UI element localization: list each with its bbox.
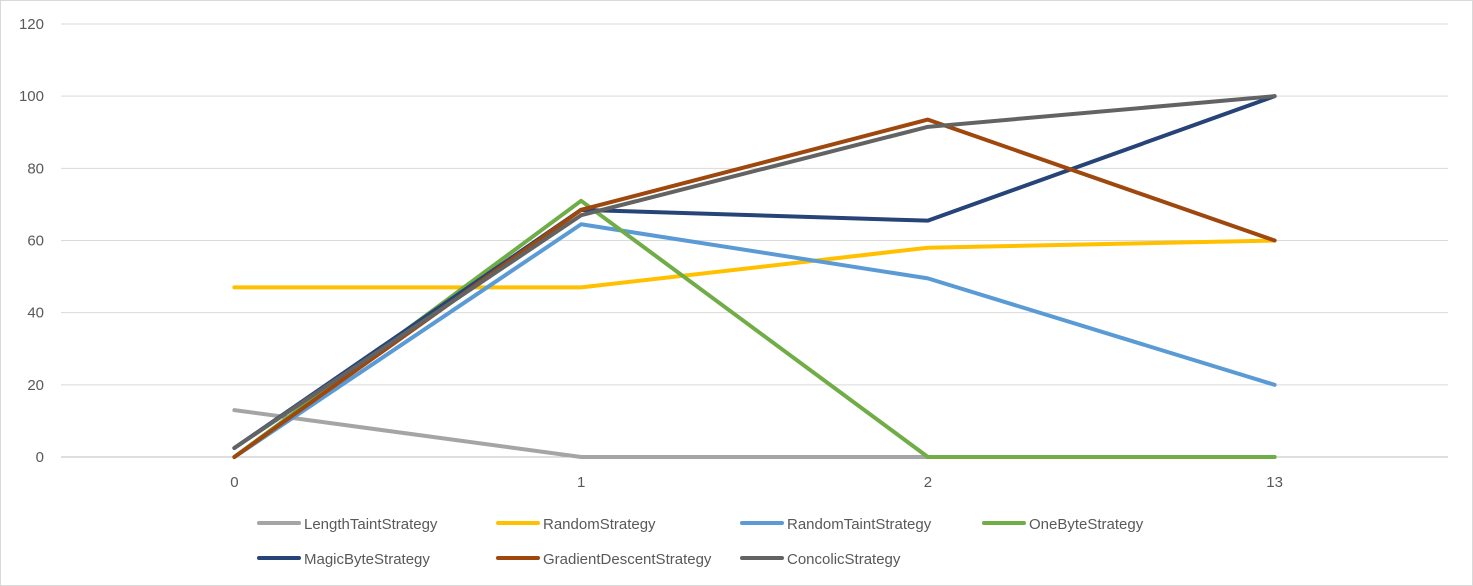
legend-label: GradientDescentStrategy <box>543 551 712 568</box>
y-tick-label: 60 <box>27 233 44 250</box>
legend-label: RandomTaintStrategy <box>787 516 932 533</box>
x-axis: 0 1 2 13 <box>230 474 1283 491</box>
legend-label: OneByteStrategy <box>1029 516 1144 533</box>
x-tick-label: 13 <box>1266 474 1283 491</box>
series-line <box>232 198 1277 459</box>
series-line <box>232 222 1277 459</box>
legend-label: MagicByteStrategy <box>304 551 430 568</box>
series-line <box>232 94 1277 450</box>
legend-label: RandomStrategy <box>543 516 656 533</box>
legend-label: ConcolicStrategy <box>787 551 901 568</box>
x-tick-label: 2 <box>924 474 932 491</box>
series-line <box>232 94 1277 450</box>
series-line <box>232 408 1277 459</box>
x-tick-label: 0 <box>230 474 238 491</box>
series-lines <box>232 94 1277 459</box>
y-tick-label: 100 <box>19 88 44 105</box>
y-tick-label: 40 <box>27 305 44 322</box>
y-tick-label: 20 <box>27 377 44 394</box>
y-tick-label: 120 <box>19 16 44 33</box>
gridlines <box>61 23 1448 458</box>
legend: LengthTaintStrategy RandomStrategy RandomT… <box>257 516 1144 568</box>
y-tick-label: 80 <box>27 160 44 177</box>
y-tick-label: 0 <box>36 449 44 466</box>
series-line <box>232 238 1277 290</box>
y-axis: 0 20 40 60 80 100 120 <box>19 16 44 466</box>
x-tick-label: 1 <box>577 474 585 491</box>
legend-label: LengthTaintStrategy <box>304 516 438 533</box>
